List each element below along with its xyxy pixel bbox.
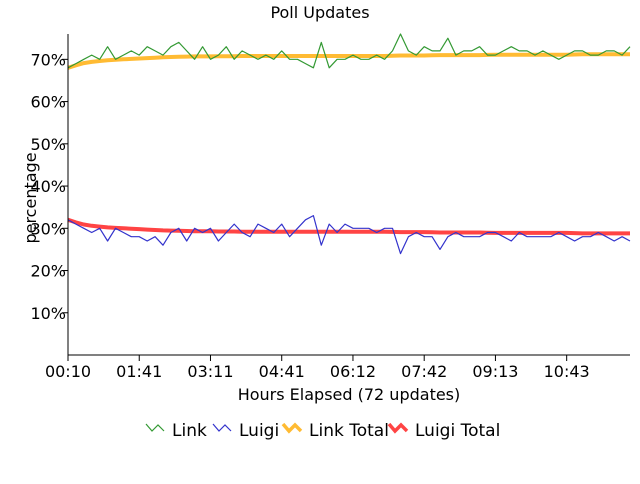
series-line-link <box>67 33 631 69</box>
x-tick-label: 06:12 <box>330 362 376 381</box>
y-tick-label: 10% <box>30 304 66 323</box>
legend-swatch-luigi-total <box>387 422 409 434</box>
series-line-link-total <box>67 52 630 70</box>
y-tick-label: 30% <box>30 219 66 238</box>
x-axis-label: Hours Elapsed (72 updates) <box>238 385 461 404</box>
y-tick-label: 60% <box>30 93 66 112</box>
x-tick-label: 03:11 <box>187 362 233 381</box>
y-axis-label: percentage <box>21 152 40 243</box>
x-tick-label: 01:41 <box>116 362 162 381</box>
x-axis-ticks: 00:10 01:41 03:11 04:41 06:12 07:42 09:13 10:43 <box>45 355 590 381</box>
x-tick-label: 04:41 <box>259 362 305 381</box>
y-tick-label: 50% <box>30 135 66 154</box>
legend-swatch-link-total <box>281 422 303 434</box>
x-tick-label: 10:43 <box>544 362 590 381</box>
legend-label-luigi: Luigi <box>239 421 279 441</box>
series-line-luigi-total <box>67 217 630 236</box>
y-tick-label: 40% <box>30 177 66 196</box>
chart-title: Poll Updates <box>270 3 369 22</box>
y-tick-label: 20% <box>30 262 66 281</box>
y-tick-label: 70% <box>30 50 66 69</box>
chart-legend: Link Luigi Link Total Luigi Total <box>145 421 500 441</box>
legend-swatch-link <box>145 423 165 432</box>
x-tick-label: 09:13 <box>472 362 518 381</box>
x-tick-label: 07:42 <box>401 362 447 381</box>
series-line-luigi <box>67 215 631 255</box>
y-axis-ticks: 10% 20% 30% 40% 50% 60% 70% <box>30 50 68 323</box>
legend-swatch-luigi <box>212 423 232 432</box>
legend-label-link-total: Link Total <box>309 421 389 441</box>
legend-label-link: Link <box>172 421 207 441</box>
x-tick-label: 00:10 <box>45 362 91 381</box>
legend-label-luigi-total: Luigi Total <box>415 421 500 441</box>
series-layer <box>67 33 631 255</box>
